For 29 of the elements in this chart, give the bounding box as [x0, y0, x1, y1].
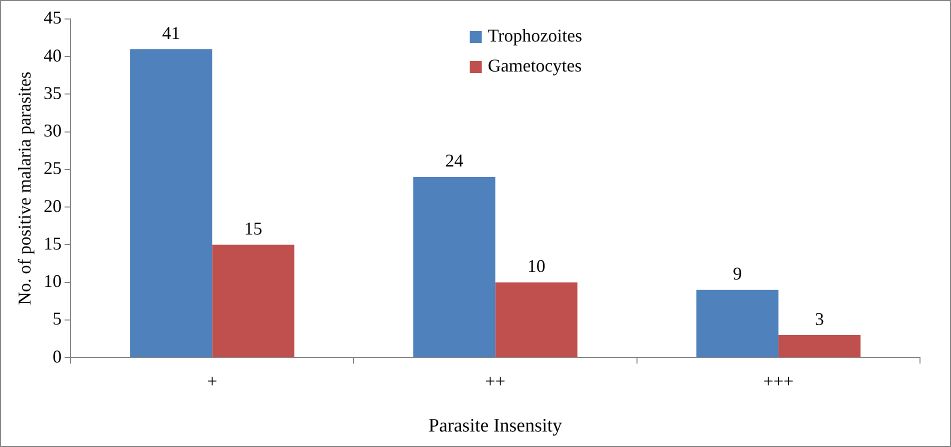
- bar: [778, 335, 861, 358]
- x-tick-label: +++: [763, 371, 794, 392]
- bar: [696, 290, 778, 358]
- bar: [130, 49, 212, 358]
- y-axis-title: No. of positive malaria parasites: [14, 72, 35, 306]
- x-axis-title: Parasite Insensity: [428, 416, 563, 437]
- data-label: 3: [814, 308, 824, 329]
- y-tick-label: 0: [52, 346, 62, 366]
- legend-label: Trophozoites: [488, 26, 582, 46]
- y-tick-label: 35: [44, 82, 62, 103]
- bar: [495, 282, 578, 358]
- x-tick-label: +: [207, 371, 218, 392]
- y-tick-label: 40: [44, 45, 62, 66]
- data-label: 9: [732, 264, 742, 284]
- data-label: 10: [527, 256, 546, 276]
- bar: [212, 244, 294, 358]
- data-label: 41: [162, 22, 180, 43]
- bar: [413, 177, 496, 358]
- y-tick-label: 20: [44, 196, 62, 216]
- x-tick-label: ++: [485, 371, 506, 392]
- legend-label: Gametocytes: [488, 56, 582, 76]
- y-tick-label: 45: [44, 8, 62, 28]
- y-tick-label: 15: [44, 233, 62, 254]
- data-label: 15: [244, 218, 262, 238]
- y-tick-label: 25: [44, 158, 62, 178]
- y-tick-label: 10: [44, 271, 62, 292]
- data-label: 24: [445, 150, 464, 171]
- y-tick-label: 5: [52, 308, 62, 329]
- y-tick-label: 30: [44, 120, 62, 141]
